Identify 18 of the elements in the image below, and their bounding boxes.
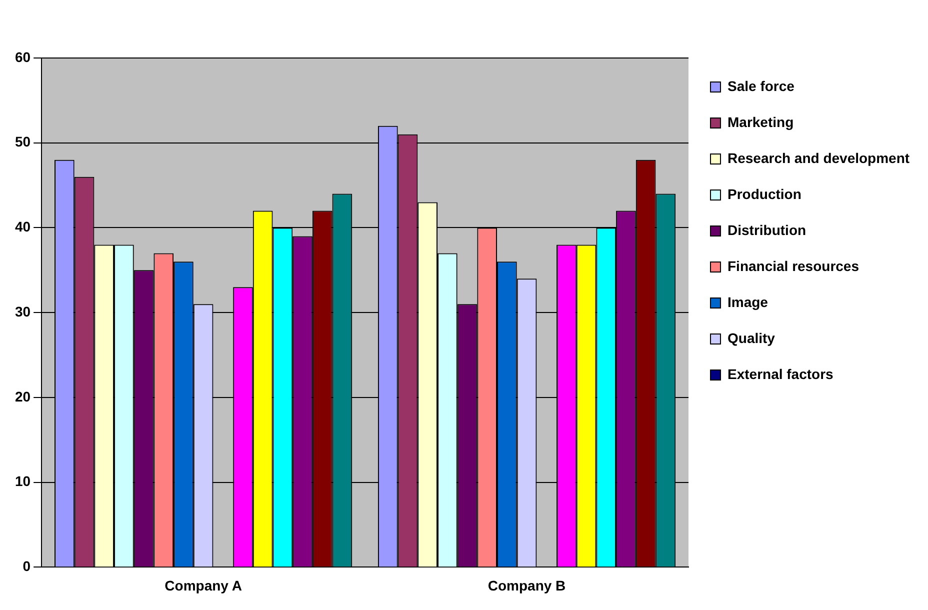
legend-label: Image (728, 294, 768, 310)
y-tick-label: 40 (14, 218, 31, 235)
y-tick-label: 0 (22, 558, 31, 574)
legend-label: Research and development (728, 150, 910, 166)
legend-label: Financial resources (728, 258, 860, 274)
x-tick-label: Company B (488, 577, 566, 594)
legend-label: Quality (728, 330, 776, 346)
legend-label: External factors (728, 366, 834, 382)
y-tick-label: 10 (14, 473, 31, 490)
legend-label: Sale force (728, 78, 795, 94)
x-tick-label: Company A (164, 577, 242, 594)
y-tick-label: 60 (14, 48, 31, 65)
y-tick-label: 30 (14, 303, 31, 320)
legend-label: Production (728, 186, 802, 202)
y-tick-label: 20 (14, 388, 31, 404)
y-tick-label: 50 (14, 134, 31, 150)
legend-label: Distribution (728, 222, 806, 238)
legend-label: Marketing (728, 114, 794, 130)
